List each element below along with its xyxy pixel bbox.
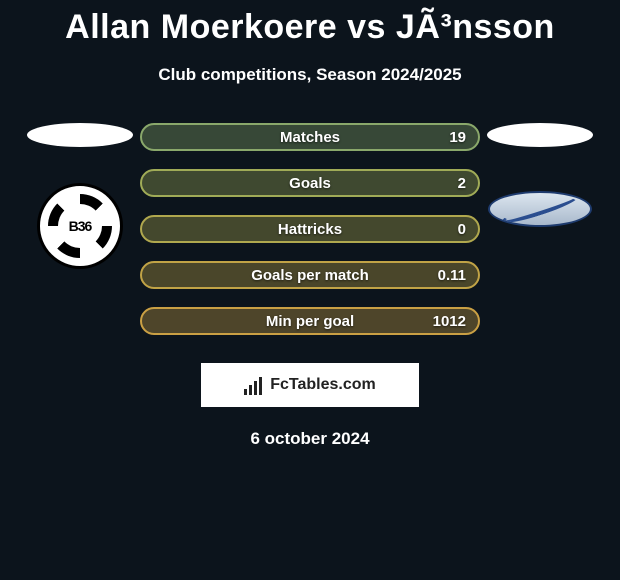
stat-bar-min-per-goal: Min per goal 1012 xyxy=(140,307,480,335)
stat-bar-matches: Matches 19 xyxy=(140,123,480,151)
page-subtitle: Club competitions, Season 2024/2025 xyxy=(158,65,461,85)
brand-text: FcTables.com xyxy=(270,376,376,394)
stat-label: Min per goal xyxy=(142,313,478,330)
stat-bar-goals-per-match: Goals per match 0.11 xyxy=(140,261,480,289)
infographic-container: Allan Moerkoere vs JÃ³nsson Club competi… xyxy=(0,0,620,580)
stat-value: 2 xyxy=(458,175,466,192)
stat-label: Matches xyxy=(142,129,478,146)
footer-date: 6 october 2024 xyxy=(250,429,369,449)
stats-column: Matches 19 Goals 2 Hattricks 0 Goals per… xyxy=(140,123,480,335)
stat-label: Hattricks xyxy=(142,221,478,238)
left-column: B36 xyxy=(20,123,140,269)
left-badge-text: B36 xyxy=(69,218,92,234)
left-club-badge-icon: B36 xyxy=(37,183,123,269)
brand-box: FcTables.com xyxy=(201,363,419,407)
stat-value: 0 xyxy=(458,221,466,238)
bar-chart-icon xyxy=(244,375,264,395)
right-column xyxy=(480,123,600,227)
stat-bar-goals: Goals 2 xyxy=(140,169,480,197)
stat-value: 1012 xyxy=(433,313,466,330)
left-flag-icon xyxy=(27,123,133,147)
stat-value: 19 xyxy=(449,129,466,146)
right-flag-icon xyxy=(487,123,593,147)
main-row: B36 Matches 19 Goals 2 Hattricks 0 Goals… xyxy=(0,123,620,335)
stat-label: Goals per match xyxy=(142,267,478,284)
stat-label: Goals xyxy=(142,175,478,192)
stat-bar-hattricks: Hattricks 0 xyxy=(140,215,480,243)
right-club-badge-icon xyxy=(488,191,592,227)
stat-value: 0.11 xyxy=(438,267,466,284)
page-title: Allan Moerkoere vs JÃ³nsson xyxy=(65,8,555,47)
